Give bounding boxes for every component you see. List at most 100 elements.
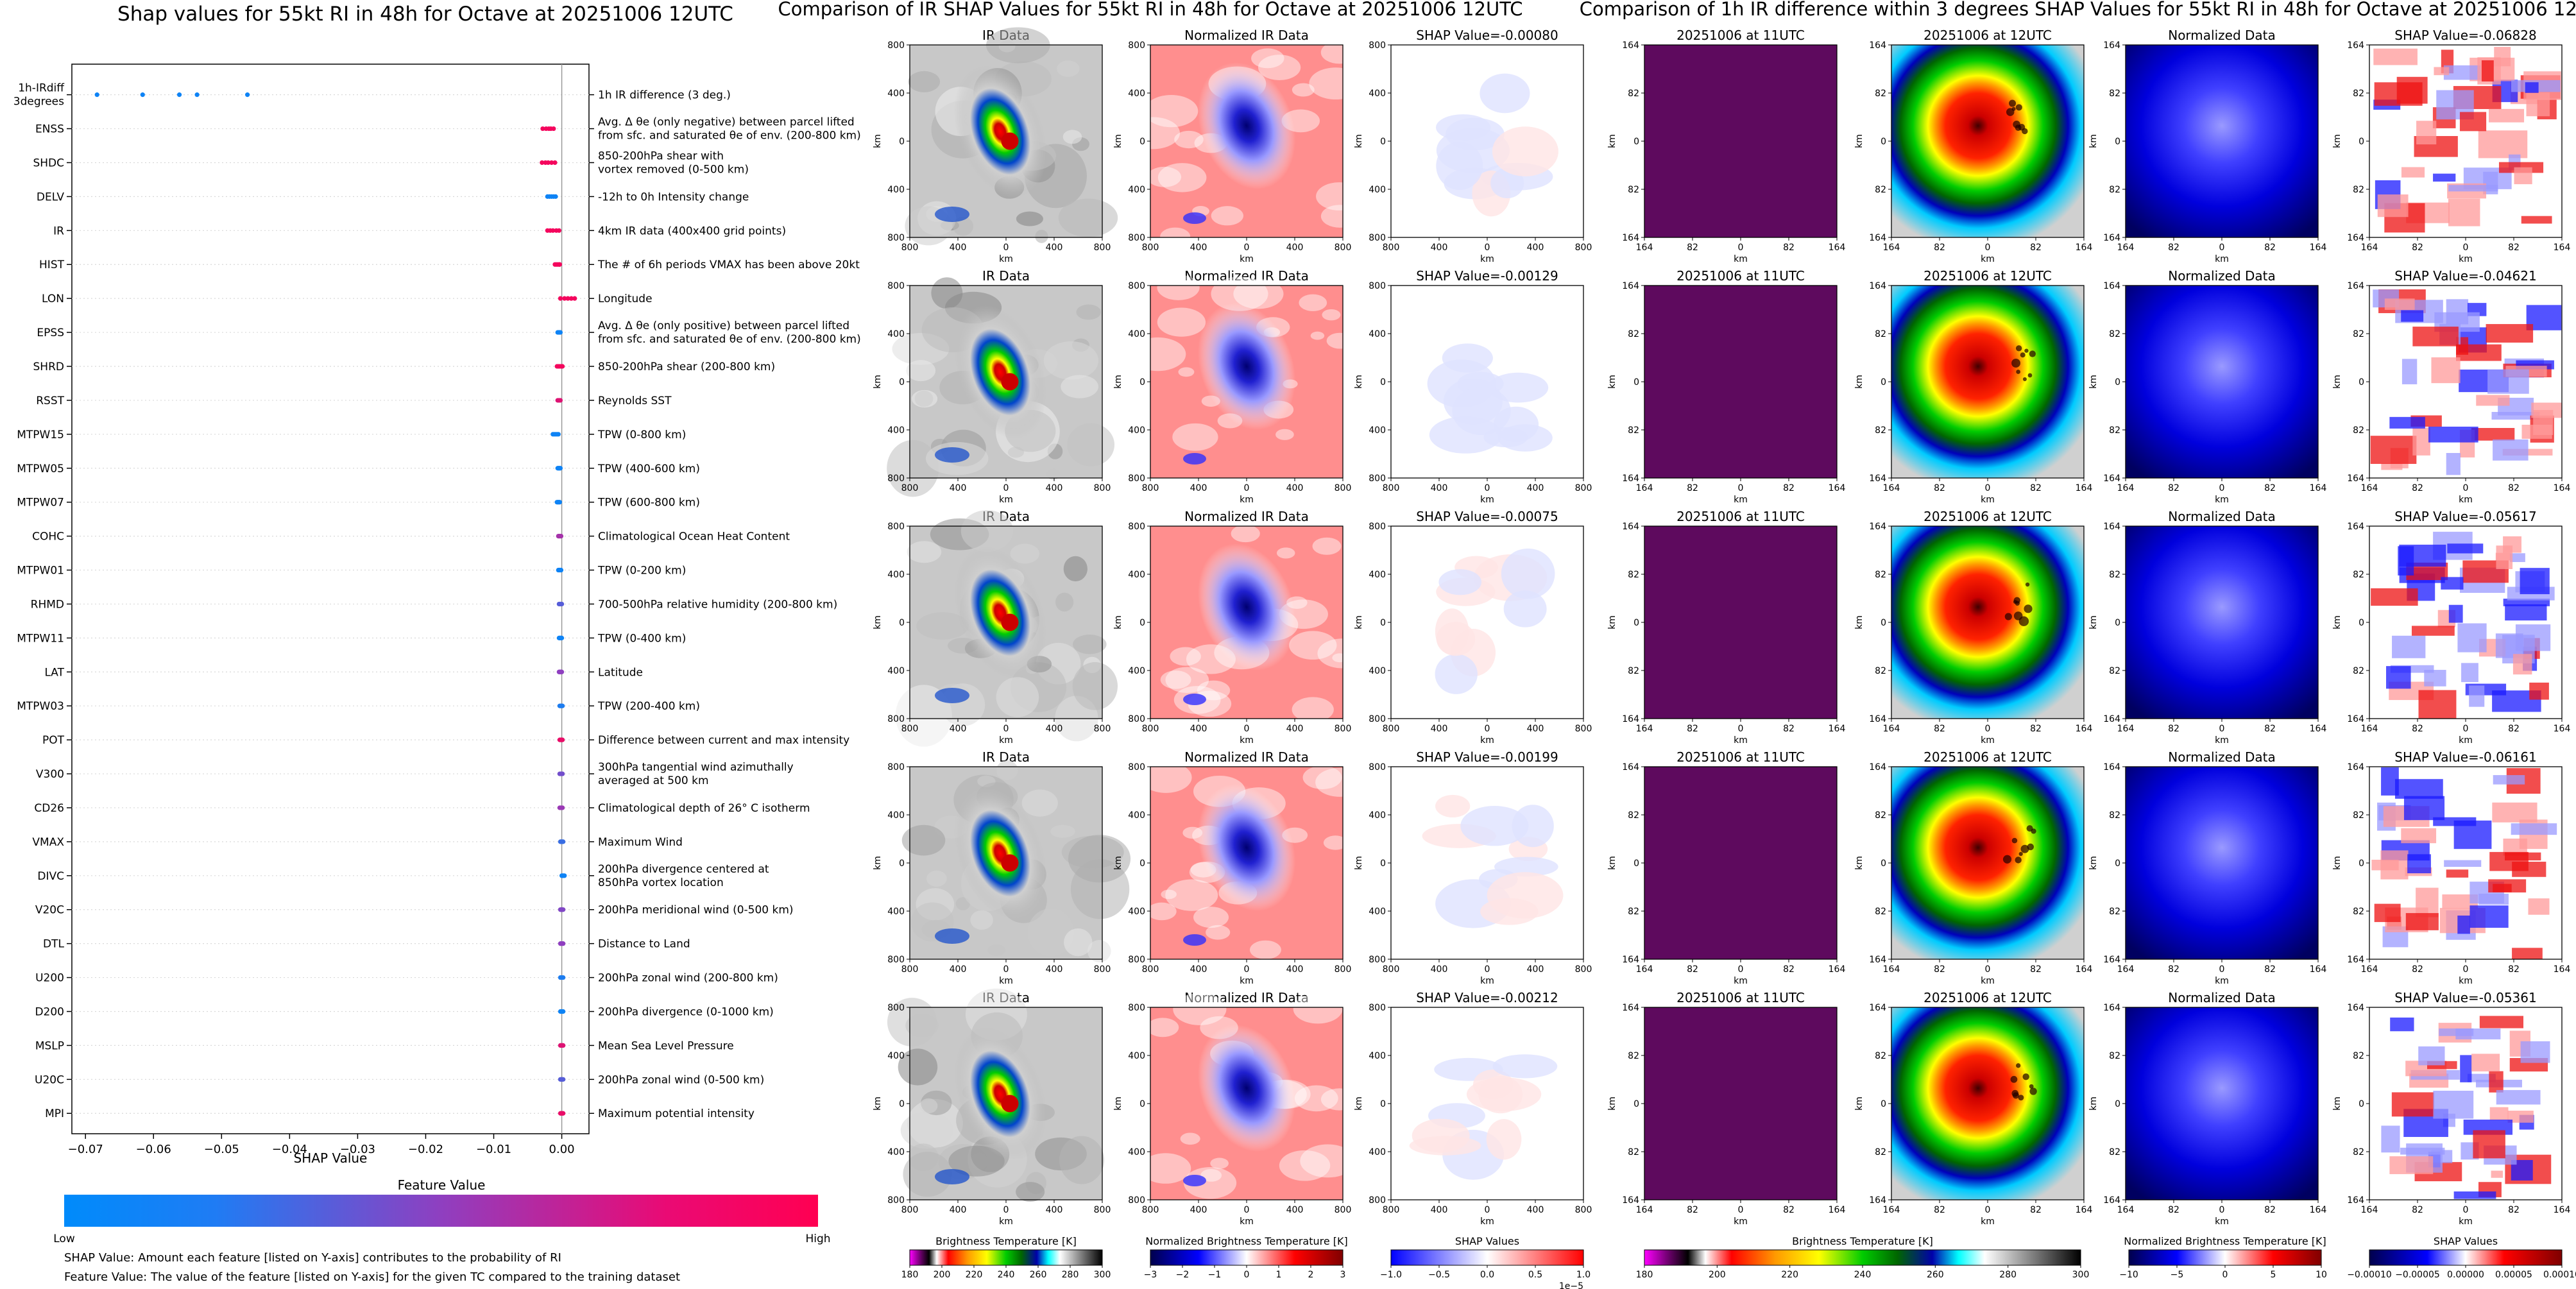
feature-description-line: TPW (600-800 km) bbox=[597, 497, 700, 509]
y-tick-label: 0 bbox=[1633, 618, 1639, 628]
shap-patch bbox=[2521, 216, 2552, 224]
x-axis-label: km bbox=[1480, 254, 1494, 264]
y-tick-label: 164 bbox=[2103, 714, 2120, 724]
shap-patch bbox=[2460, 1055, 2472, 1082]
x-tick-label: 164 bbox=[2361, 1205, 2378, 1215]
cold-cloud-top bbox=[2018, 616, 2029, 626]
shap-patch bbox=[2389, 1156, 2434, 1174]
x-tick-label: 82 bbox=[2412, 243, 2423, 253]
shap-patch bbox=[2431, 357, 2461, 384]
x-tick-label: 800 bbox=[1094, 483, 1111, 493]
shap-point bbox=[559, 669, 565, 674]
x-tick-label: 800 bbox=[1142, 1205, 1159, 1215]
cloud-texture bbox=[1323, 835, 1348, 850]
y-tick-label: 164 bbox=[1869, 955, 1886, 965]
shap-patch bbox=[2373, 48, 2418, 65]
x-tick-label: 800 bbox=[1142, 724, 1159, 734]
y-axis-label: km bbox=[2088, 134, 2099, 148]
prev-hour-title: 20251006 at 11UTC bbox=[1676, 268, 1805, 284]
x-tick-label: 164 bbox=[1829, 1205, 1846, 1215]
y-axis-label: km bbox=[1354, 134, 1364, 148]
feature-name-label: VMAX bbox=[32, 836, 64, 849]
feature-description-line: TPW (0-200 km) bbox=[597, 565, 686, 577]
x-tick-label: 82 bbox=[1783, 243, 1795, 253]
feature-description-label: TPW (200-400 km) bbox=[597, 700, 700, 713]
y-tick-label: 164 bbox=[2103, 474, 2120, 484]
feature-name-label: ENSS bbox=[35, 123, 64, 136]
shap-patch bbox=[2528, 898, 2550, 915]
cloud-texture bbox=[1157, 163, 1207, 192]
x-tick-label: 800 bbox=[1383, 964, 1400, 975]
shap-patch bbox=[2469, 905, 2509, 928]
shap-patch bbox=[2495, 633, 2523, 658]
shap-patch bbox=[2521, 424, 2552, 439]
x-tick-label: 0 bbox=[2463, 724, 2469, 734]
colorbar-tick-label: 5 bbox=[2271, 1270, 2276, 1280]
storm-core bbox=[1001, 1095, 1019, 1113]
shap-patch bbox=[2444, 860, 2482, 867]
cloud-texture bbox=[1206, 925, 1231, 940]
x-tick-label: 400 bbox=[1046, 964, 1063, 975]
shap-patch bbox=[2412, 427, 2430, 456]
shap-patch bbox=[2443, 65, 2481, 80]
cloud-texture bbox=[1292, 83, 1315, 97]
x-tick-label: −0.06 bbox=[136, 1143, 171, 1156]
y-tick-label: 164 bbox=[1622, 474, 1639, 484]
feature-description-label: 200hPa zonal wind (0-500 km) bbox=[598, 1073, 764, 1086]
shap-patch bbox=[2390, 1017, 2414, 1032]
cloud-texture bbox=[1016, 1182, 1045, 1202]
shap-texture bbox=[1442, 343, 1493, 373]
feature-name-label: RSST bbox=[36, 395, 64, 407]
shap-patch bbox=[2401, 828, 2437, 844]
x-tick-label: 800 bbox=[1383, 1205, 1400, 1215]
cloud-texture bbox=[1139, 762, 1192, 793]
x-tick-label: 0 bbox=[1738, 964, 1744, 975]
shap-patch bbox=[2377, 194, 2409, 218]
y-tick-label: 82 bbox=[2353, 1147, 2364, 1157]
shap-patch bbox=[2503, 599, 2550, 606]
shap-patch bbox=[2416, 121, 2437, 145]
prev-hour-image bbox=[1644, 1007, 1837, 1200]
colorbar-strip bbox=[2369, 1249, 2563, 1266]
shap-patch bbox=[2457, 623, 2487, 653]
x-axis-label: km bbox=[1240, 1216, 1254, 1227]
shap-texture bbox=[1460, 806, 1529, 846]
y-tick-label: 164 bbox=[2347, 714, 2364, 724]
colorbar-tick-label: 220 bbox=[1781, 1270, 1798, 1280]
feature-name-label: HIST bbox=[39, 259, 65, 271]
y-tick-label: 82 bbox=[1875, 185, 1886, 195]
y-axis-label: km bbox=[1113, 375, 1123, 389]
y-tick-label: 400 bbox=[1128, 425, 1145, 436]
feature-description-line: from sfc. and saturated θe of env. (200-… bbox=[598, 130, 861, 142]
y-tick-label: 0 bbox=[1633, 137, 1639, 147]
shap-patch bbox=[2433, 1090, 2474, 1119]
y-tick-label: 82 bbox=[1875, 907, 1886, 917]
cold-cloud-top bbox=[2024, 348, 2029, 353]
x-axis-label: km bbox=[1981, 1216, 1995, 1227]
colorbar-tick-label: 200 bbox=[1709, 1270, 1726, 1280]
cloud-texture bbox=[931, 277, 963, 309]
shap-patch bbox=[2371, 588, 2418, 606]
current-hour-image bbox=[1891, 526, 2084, 719]
shap-patch bbox=[2381, 767, 2399, 796]
cloud-texture bbox=[1197, 680, 1231, 701]
y-axis-label: km bbox=[1854, 1097, 1864, 1111]
shap-texture bbox=[1492, 1054, 1558, 1079]
shap-patch bbox=[2507, 1111, 2534, 1123]
y-tick-label: 164 bbox=[1622, 281, 1639, 291]
x-tick-label: 800 bbox=[901, 483, 919, 493]
colorbar-high-label: High bbox=[805, 1233, 830, 1245]
cloud-texture bbox=[1326, 332, 1354, 349]
x-tick-label: 0 bbox=[1003, 964, 1009, 975]
y-tick-label: 400 bbox=[1128, 666, 1145, 676]
x-tick-label: 164 bbox=[2117, 964, 2135, 975]
shap-patch bbox=[2496, 1089, 2541, 1105]
feature-description-line: 200hPa zonal wind (200-800 km) bbox=[598, 972, 778, 985]
shap-point bbox=[551, 126, 556, 132]
feature-description-label: Climatological Ocean Heat Content bbox=[598, 531, 790, 543]
x-tick-label: 82 bbox=[2168, 964, 2179, 975]
storm-normalized-shield bbox=[1197, 1025, 1296, 1152]
cloud-texture bbox=[1200, 1168, 1222, 1182]
feature-name-line: MSLP bbox=[35, 1039, 64, 1052]
x-tick-label: 400 bbox=[1527, 1205, 1544, 1215]
